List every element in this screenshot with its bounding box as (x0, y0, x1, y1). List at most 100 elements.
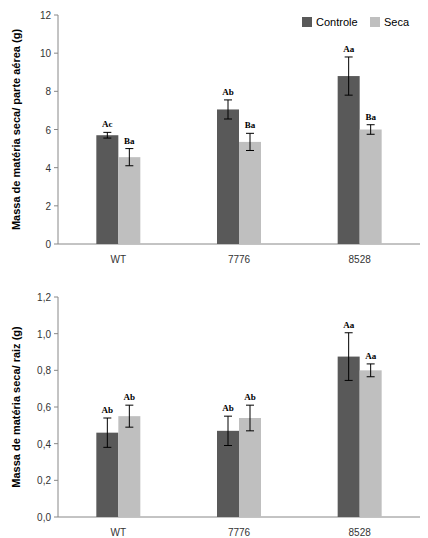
y-tick (54, 205, 58, 206)
y-tick-label: 10 (40, 48, 52, 59)
y-tick (54, 167, 58, 168)
y-tick (54, 91, 58, 92)
error-cap (125, 165, 133, 166)
error-cap (103, 418, 111, 419)
y-tick-label: 4 (45, 163, 51, 174)
y-axis (58, 15, 59, 244)
y-tick-label: 0,8 (37, 365, 51, 376)
annotation: Ab (102, 405, 114, 415)
error-line (370, 364, 371, 377)
annotation: Ac (102, 119, 113, 129)
annotation: Ab (222, 403, 234, 413)
annotation: Aa (365, 351, 376, 361)
y-tick (54, 53, 58, 54)
annotation: Ba (245, 120, 256, 130)
error-cap (246, 150, 254, 151)
bar (239, 142, 261, 244)
error-cap (367, 134, 375, 135)
error-cap (345, 95, 353, 96)
error-line (129, 149, 130, 166)
error-line (129, 405, 130, 427)
x-tick-label: WT (111, 527, 127, 538)
annotation: Ba (365, 112, 376, 122)
error-cap (125, 148, 133, 149)
error-cap (246, 430, 254, 431)
y-axis (58, 297, 59, 517)
error-bar (103, 418, 111, 447)
error-cap (246, 133, 254, 134)
error-cap (345, 56, 353, 57)
y-tick (54, 297, 58, 298)
annotation: Ab (124, 392, 136, 402)
error-cap (367, 376, 375, 377)
error-bar (103, 132, 111, 138)
y-tick-label: 0 (45, 239, 51, 250)
error-line (250, 133, 251, 150)
y-tick-label: 1,2 (37, 292, 51, 303)
error-cap (103, 132, 111, 133)
y-tick-label: 0,4 (37, 439, 51, 450)
chart: 0,00,20,40,60,81,01,2Massa de matéria se… (10, 292, 420, 538)
error-bar (345, 57, 353, 95)
y-tick (54, 443, 58, 444)
error-cap (345, 380, 353, 381)
error-line (250, 405, 251, 431)
error-line (228, 416, 229, 445)
y-tick-label: 2 (45, 201, 51, 212)
y-tick-label: 8 (45, 86, 51, 97)
marks (96, 333, 381, 517)
y-tick-label: 1,0 (37, 329, 51, 340)
y-axis-label: Massa de matéria seca/ raiz (g) (10, 326, 22, 488)
error-cap (224, 119, 232, 120)
error-bar (345, 333, 353, 381)
error-cap (125, 427, 133, 428)
error-line (348, 333, 349, 381)
error-line (107, 132, 108, 138)
y-tick (54, 15, 58, 16)
x-tick-label: 7776 (228, 254, 251, 265)
bar (338, 76, 360, 244)
bar (118, 416, 140, 517)
error-cap (367, 124, 375, 125)
annotation: Ab (244, 392, 256, 402)
y-axis-label: Massa de matéria seca/ parte aérea (g) (10, 29, 22, 231)
chart: 0 2 4 6 8 10 12 Massa de matéria seca/ parte aé… (10, 10, 420, 265)
error-cap (103, 138, 111, 139)
y-tick (54, 129, 58, 130)
bar (217, 109, 239, 244)
error-bar (367, 364, 375, 377)
bar (239, 418, 261, 517)
error-bar (246, 133, 254, 150)
y-tick (54, 517, 58, 518)
error-bar (224, 416, 232, 445)
figure: 0 2 4 6 8 10 12 Massa de matéria seca/ parte aé… (0, 0, 428, 538)
y-tick (54, 407, 58, 408)
annotations: AcAbAaBaBaBa (102, 44, 376, 146)
error-line (228, 100, 229, 119)
y-tick (54, 480, 58, 481)
y-tick-label: 6 (45, 125, 51, 136)
error-cap (224, 445, 232, 446)
error-cap (125, 405, 133, 406)
x-tick-label: WT (111, 254, 127, 265)
error-bar (125, 405, 133, 427)
error-line (370, 125, 371, 135)
error-cap (224, 99, 232, 100)
error-bar (125, 149, 133, 166)
y-tick (54, 370, 58, 371)
x-tick-label: 7776 (228, 527, 251, 538)
y-tick-label: 12 (40, 10, 52, 21)
error-cap (345, 332, 353, 333)
annotation: Ba (124, 136, 135, 146)
y-tick (54, 244, 58, 245)
x-tick-label: 8528 (349, 527, 372, 538)
error-cap (367, 363, 375, 364)
marks (96, 57, 381, 244)
error-line (348, 57, 349, 95)
bar (118, 157, 140, 244)
bar (96, 135, 118, 244)
error-cap (103, 447, 111, 448)
error-line (107, 418, 108, 447)
error-bar (224, 100, 232, 119)
error-cap (224, 416, 232, 417)
